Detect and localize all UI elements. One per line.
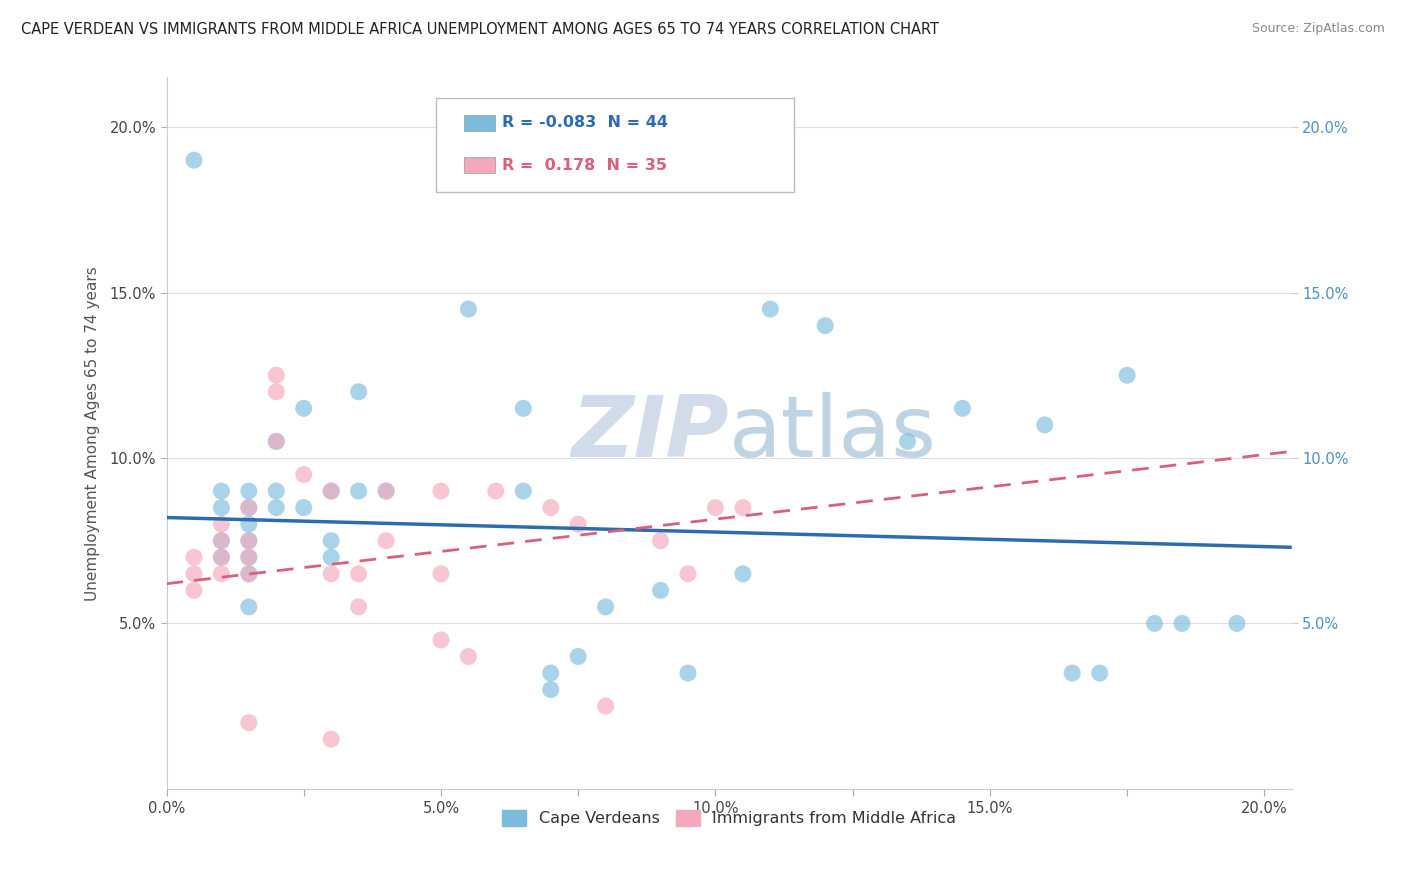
Text: atlas: atlas <box>730 392 938 475</box>
Legend: Cape Verdeans, Immigrants from Middle Africa: Cape Verdeans, Immigrants from Middle Af… <box>494 802 965 834</box>
Point <box>1226 616 1249 631</box>
Point <box>731 500 754 515</box>
Point <box>238 599 260 614</box>
Point <box>321 566 343 581</box>
Text: R = -0.083  N = 44: R = -0.083 N = 44 <box>502 115 668 130</box>
Point <box>347 566 370 581</box>
Y-axis label: Unemployment Among Ages 65 to 74 years: Unemployment Among Ages 65 to 74 years <box>86 266 100 600</box>
Point <box>347 484 370 499</box>
Point <box>266 484 288 499</box>
Point <box>1143 616 1166 631</box>
Point <box>375 484 398 499</box>
Point <box>266 368 288 383</box>
Point <box>266 500 288 515</box>
Point <box>292 500 315 515</box>
Point <box>540 500 562 515</box>
Point <box>183 583 205 598</box>
Point <box>650 583 672 598</box>
Point <box>209 550 232 565</box>
Point <box>430 632 453 647</box>
Point <box>595 699 617 714</box>
Point <box>759 301 782 316</box>
Point <box>209 484 232 499</box>
Point <box>292 401 315 416</box>
Point <box>375 533 398 548</box>
Point <box>292 467 315 482</box>
Point <box>512 401 534 416</box>
Point <box>375 484 398 499</box>
Point <box>266 434 288 449</box>
Point <box>238 715 260 730</box>
Point <box>347 384 370 399</box>
Point <box>238 517 260 532</box>
Point <box>512 484 534 499</box>
Point <box>209 533 232 548</box>
Point <box>540 666 562 681</box>
Point <box>321 550 343 565</box>
Point <box>814 318 837 333</box>
Point <box>430 484 453 499</box>
Point <box>238 484 260 499</box>
Point <box>676 566 699 581</box>
Point <box>238 550 260 565</box>
Point <box>567 649 589 664</box>
Point <box>1062 666 1084 681</box>
Point <box>183 153 205 168</box>
Point <box>238 533 260 548</box>
Point <box>896 434 918 449</box>
Point <box>321 484 343 499</box>
Point <box>238 550 260 565</box>
Point <box>209 566 232 581</box>
Point <box>457 301 479 316</box>
Point <box>731 566 754 581</box>
Point <box>1116 368 1139 383</box>
Point <box>1171 616 1194 631</box>
Point <box>321 484 343 499</box>
Point <box>266 384 288 399</box>
Point <box>952 401 974 416</box>
Point <box>238 566 260 581</box>
Point <box>1033 417 1056 432</box>
Point <box>209 500 232 515</box>
Point <box>485 484 508 499</box>
Point <box>595 599 617 614</box>
Point <box>209 550 232 565</box>
Point <box>238 500 260 515</box>
Point <box>650 533 672 548</box>
Point <box>209 533 232 548</box>
Point <box>183 566 205 581</box>
Point <box>266 434 288 449</box>
Point <box>321 533 343 548</box>
Text: Source: ZipAtlas.com: Source: ZipAtlas.com <box>1251 22 1385 36</box>
Point <box>347 599 370 614</box>
Point <box>567 517 589 532</box>
Text: CAPE VERDEAN VS IMMIGRANTS FROM MIDDLE AFRICA UNEMPLOYMENT AMONG AGES 65 TO 74 Y: CAPE VERDEAN VS IMMIGRANTS FROM MIDDLE A… <box>21 22 939 37</box>
Point <box>183 550 205 565</box>
Point <box>238 500 260 515</box>
Point <box>457 649 479 664</box>
Point <box>540 682 562 697</box>
Point <box>238 566 260 581</box>
Point <box>238 533 260 548</box>
Point <box>430 566 453 581</box>
Point <box>321 732 343 747</box>
Point <box>209 517 232 532</box>
Point <box>676 666 699 681</box>
Point <box>704 500 727 515</box>
Point <box>1088 666 1111 681</box>
Text: ZIP: ZIP <box>571 392 730 475</box>
Text: R =  0.178  N = 35: R = 0.178 N = 35 <box>502 158 666 173</box>
